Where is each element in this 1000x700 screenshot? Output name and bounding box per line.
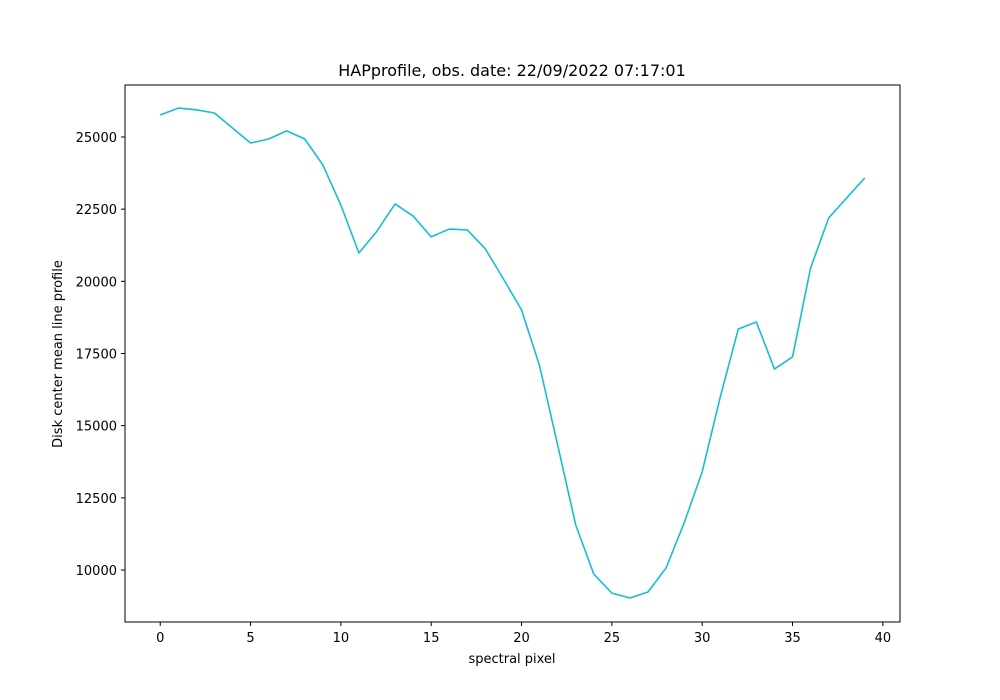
x-tick-label: 0 [156, 631, 164, 646]
y-tick-label: 22500 [76, 203, 117, 218]
x-tick-label: 5 [246, 631, 254, 646]
data-line [159, 107, 866, 599]
y-tick-label: 12500 [76, 492, 117, 507]
y-tick-label: 17500 [76, 348, 117, 363]
x-tick-label: 15 [423, 631, 440, 646]
chart-title: HAPprofile, obs. date: 22/09/2022 07:17:… [338, 61, 686, 80]
x-tick-label: 40 [875, 631, 892, 646]
x-tick-label: 10 [333, 631, 350, 646]
x-tick-label: 25 [604, 631, 621, 646]
y-tick-label: 20000 [76, 275, 117, 290]
x-tick-label: 35 [784, 631, 801, 646]
x-tick-label: 30 [694, 631, 711, 646]
y-tick-label: 25000 [76, 131, 117, 146]
x-tick-label: 20 [513, 631, 530, 646]
x-axis-label: spectral pixel [468, 652, 555, 667]
y-axis-label: Disk center mean line profile [51, 260, 66, 448]
y-tick-label: 10000 [76, 564, 117, 579]
y-tick-label: 15000 [76, 420, 117, 435]
